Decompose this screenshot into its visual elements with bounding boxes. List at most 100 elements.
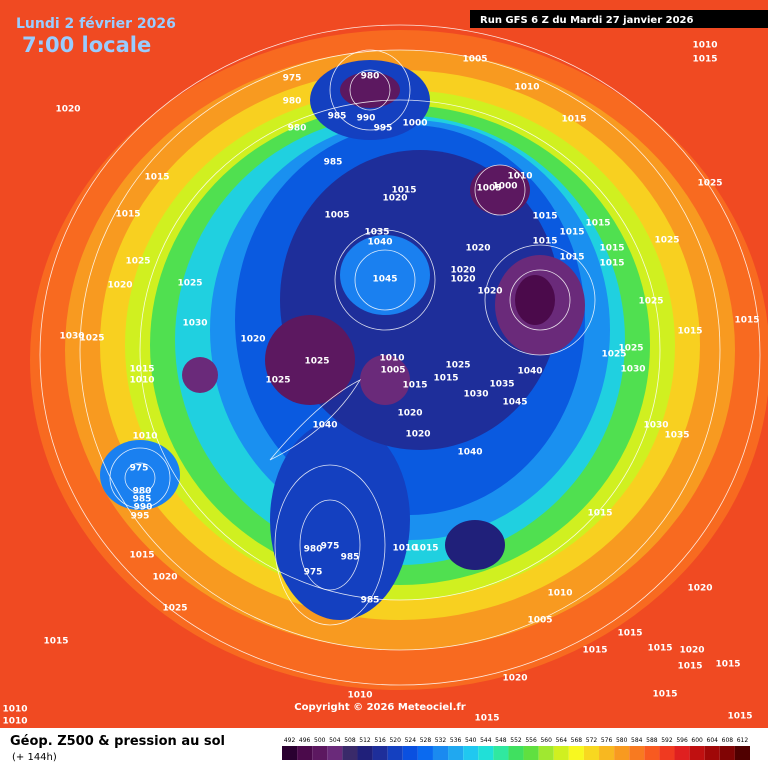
color-swatch — [448, 746, 464, 760]
isobar-label: 985 — [328, 112, 347, 122]
color-swatch — [523, 746, 539, 760]
isobar-label: 985 — [361, 596, 380, 606]
color-swatch — [402, 746, 418, 760]
isobar-label: 1015 — [115, 210, 140, 220]
isobar-label: 1025 — [162, 604, 187, 614]
color-swatch — [644, 746, 660, 760]
isobar-label: 1015 — [647, 644, 672, 654]
colorbar-label: 528 — [420, 737, 432, 744]
isobar-label: 1015 — [129, 365, 154, 375]
colorbar-label: 576 — [601, 737, 613, 744]
isobar-label: 1020 — [107, 281, 132, 291]
colorbar-label: 584 — [631, 737, 643, 744]
isobar-label: 985 — [133, 495, 152, 505]
isobar-label: 1020 — [687, 584, 712, 594]
colorbar-label: 544 — [480, 737, 492, 744]
isobar-label: 1015 — [433, 374, 458, 384]
isobar-label: 975 — [304, 568, 323, 578]
color-swatch — [342, 746, 358, 760]
isobar-label: 1015 — [532, 237, 557, 247]
colorbar-label: 500 — [314, 737, 326, 744]
isobar-label: 1025 — [445, 361, 470, 371]
isobar-label: 1015 — [559, 228, 584, 238]
colorbar-label: 520 — [389, 737, 401, 744]
isobar-label: 1040 — [457, 448, 482, 458]
colorbar-label: 588 — [646, 737, 658, 744]
isobar-label: 1015 — [599, 259, 624, 269]
isobar-label: 1015 — [727, 712, 752, 722]
isobar-label: 1010 — [2, 705, 27, 715]
isobar-label: 1020 — [405, 430, 430, 440]
isobar-label: 1015 — [413, 544, 438, 554]
color-swatch — [719, 746, 735, 760]
date: Lundi 2 février 2026 — [16, 16, 176, 32]
isobar-label: 980 — [288, 124, 307, 134]
color-swatch — [478, 746, 494, 760]
colorbar-label: 560 — [540, 737, 552, 744]
colorbar-label: 592 — [661, 737, 673, 744]
colorbar-label: 532 — [435, 737, 447, 744]
isobar-label: 990 — [134, 503, 153, 513]
colorbar-label: 508 — [344, 737, 356, 744]
isobar-label: 1020 — [152, 573, 177, 583]
isobar-label: 1015 — [532, 212, 557, 222]
color-swatch — [372, 746, 388, 760]
isobar-label: 1010 — [347, 691, 372, 701]
isobar-label: 1010 — [132, 432, 157, 442]
color-swatch — [493, 746, 509, 760]
isobar-label: 980 — [283, 97, 302, 107]
isobar-label: 1010 — [2, 717, 27, 727]
isobar-label: 980 — [361, 72, 380, 82]
isobar-label: 1010 — [392, 544, 417, 554]
isobar-label: 985 — [341, 553, 360, 563]
color-swatch — [659, 746, 675, 760]
isobar-label: 1025 — [601, 350, 626, 360]
copyright: Copyright © 2026 Meteociel.fr — [294, 702, 465, 713]
isobar-label: 1015 — [585, 219, 610, 229]
isobar-label: 1025 — [618, 344, 643, 354]
color-swatch — [568, 746, 584, 760]
color-swatch — [432, 746, 449, 760]
isobar-label: 1030 — [59, 332, 84, 342]
isobar-label: 1025 — [265, 376, 290, 386]
isobar-label: 1020 — [465, 244, 490, 254]
isobar-label: 1020 — [477, 287, 502, 297]
color-swatch — [463, 746, 479, 760]
isobar-label: 1015 — [144, 173, 169, 183]
color-swatch — [417, 746, 433, 760]
isobar-label: 1010 — [692, 41, 717, 51]
isobar-label: 1030 — [643, 421, 668, 431]
isobar-label: 1015 — [43, 637, 68, 647]
isobar-label: 1015 — [734, 316, 759, 326]
colorbar-label: 564 — [556, 737, 568, 744]
isobar-label: 1015 — [715, 660, 740, 670]
footer-title: Géop. Z500 & pression au sol — [10, 734, 225, 749]
color-swatch — [553, 746, 569, 760]
colorbar-label: 568 — [571, 737, 583, 744]
color-swatch — [734, 746, 750, 760]
color-swatch — [508, 746, 524, 760]
isobar-label: 1015 — [677, 327, 702, 337]
isobar-label: 1045 — [372, 275, 397, 285]
time: 7:00 locale — [22, 33, 151, 57]
isobar-label: 1025 — [125, 257, 150, 267]
run-box — [470, 10, 768, 28]
isobar-label: 1020 — [382, 194, 407, 204]
color-swatch — [387, 746, 403, 760]
isobar-label: 1015 — [617, 629, 642, 639]
isobar-label: 975 — [130, 464, 149, 474]
color-swatch — [629, 746, 645, 760]
isobar-label: 1020 — [502, 674, 527, 684]
isobar-label: 1025 — [177, 279, 202, 289]
isobar-label: 995 — [131, 512, 150, 522]
isobar-label: 1010 — [379, 354, 404, 364]
isobar-label: 1005 — [380, 366, 405, 376]
isobar-label: 990 — [357, 114, 376, 124]
isobar-label: 1030 — [182, 319, 207, 329]
isobar-label: 1040 — [517, 367, 542, 377]
isobar-label: 985 — [324, 158, 343, 168]
color-swatch — [599, 746, 615, 760]
isobar-label: 1005 — [462, 55, 487, 65]
isobar-label: 975 — [283, 74, 302, 84]
